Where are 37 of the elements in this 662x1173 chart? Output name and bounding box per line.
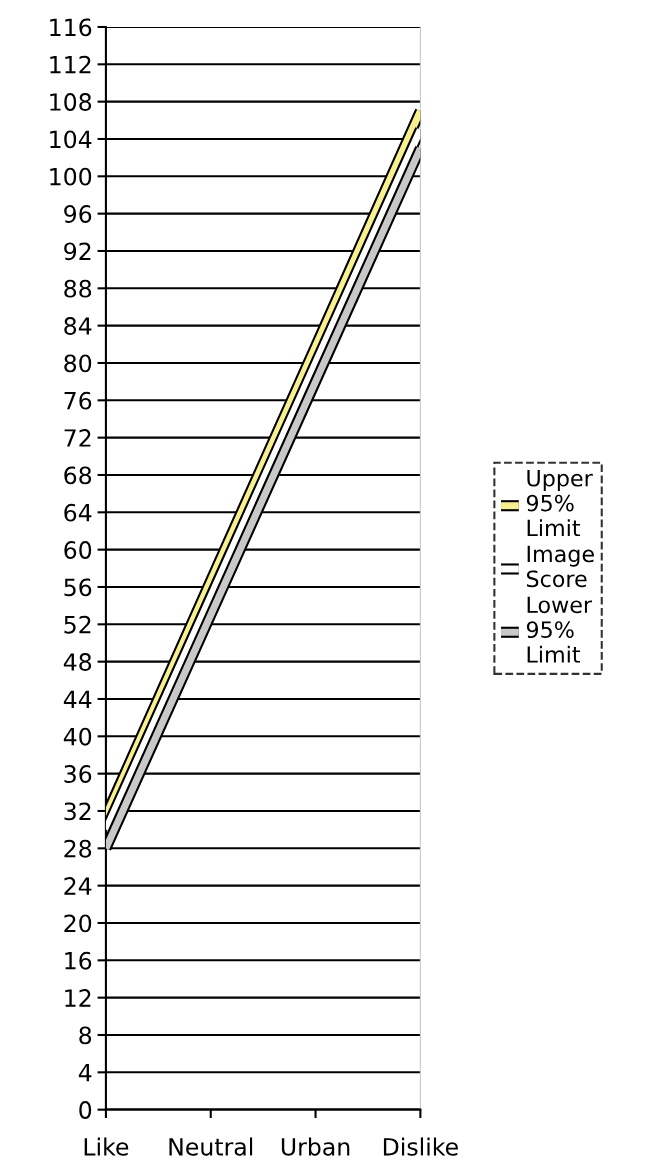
y-tick-label: 104 [50,130,92,149]
y-tick-label: 36 [64,765,92,783]
x-tick-label: Neutral [169,1137,253,1156]
y-tick-label: 12 [65,989,91,1007]
y-tick-label: 84 [64,317,92,335]
y-tick-label: 52 [64,615,91,634]
y-tick-label: 0 [79,1101,92,1119]
y-tick-label: 40 [63,727,92,746]
y-tick-label: 80 [64,354,92,373]
y-tick-label: 56 [64,578,92,597]
y-tick-label: 44 [63,690,92,708]
y-tick-label: 112 [50,55,91,74]
y-tick-label: 68 [64,466,92,485]
y-tick-label: 64 [64,503,92,522]
y-tick-label: 32 [64,802,91,821]
y-tick-label: 100 [50,167,92,186]
y-tick-label: 24 [64,877,92,895]
y-tick-label: 76 [64,391,92,410]
x-tick-label: Like [84,1137,129,1156]
y-tick-label: 116 [50,18,92,37]
y-tick-label: 60 [64,541,92,559]
x-tick-label: Urban [281,1137,350,1156]
y-tick-label: 20 [64,914,92,933]
y-tick-label: 28 [64,839,92,858]
y-tick-label: 88 [64,279,92,298]
y-tick-label: 96 [64,205,92,223]
y-tick-label: 8 [79,1026,92,1045]
legend-label: Image Score [526,545,594,588]
y-tick-label: 48 [63,653,92,671]
y-tick-label: 72 [64,429,91,447]
y-tick-label: 4 [78,1064,92,1082]
y-tick-label: 92 [64,242,91,261]
x-tick-label: Dislike [383,1137,458,1156]
legend-label: Lower 95% Limit [526,596,593,663]
y-tick-label: 16 [65,951,92,970]
legend-label: Upper 95% Limit [526,470,593,537]
y-tick-label: 108 [50,93,92,111]
